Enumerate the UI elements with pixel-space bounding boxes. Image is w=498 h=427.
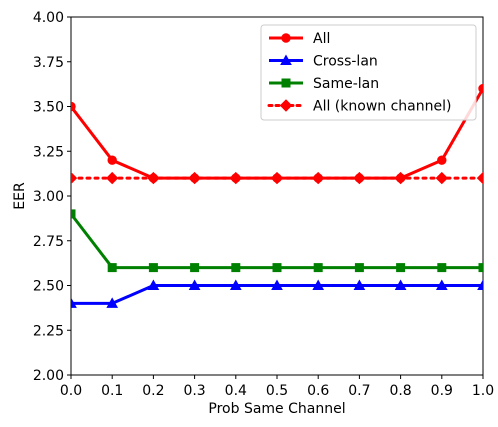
legend-box [260,24,477,121]
y-tick-label: 2.50 [33,279,64,295]
data-point [396,263,406,273]
data-point [188,279,201,290]
legend-item: All [269,31,330,47]
data-point [71,101,76,112]
y-tick-label: 2.00 [33,368,64,384]
data-point [71,297,77,308]
data-point [395,173,406,183]
data-point [313,263,323,273]
data-point [437,155,447,165]
y-tick-label: 2.25 [33,323,64,339]
series-all [71,83,483,183]
legend-marker [279,99,293,112]
data-point [147,279,160,290]
data-point [190,263,200,273]
legend-label: Cross-lan [313,54,378,70]
x-tick-label: 0.1 [101,383,123,399]
data-point [478,263,483,273]
legend-marker [280,54,292,65]
data-point [272,263,282,273]
data-point [313,173,323,183]
data-point [106,297,119,308]
y-axis: 2.00 2.25 2.50 2.75 3.00 3.25 3.50 3.75 4.00 [33,10,71,384]
y-tick-label: 4.00 [33,10,64,26]
data-point [435,171,449,185]
x-tick-label: 0.4 [225,383,247,399]
data-point [476,171,483,185]
data-point [271,279,283,290]
x-axis-label: Prob Same Channel [208,401,345,417]
data-point [231,173,241,183]
legend-item: Cross-lan [269,54,378,70]
series-same-lan [71,209,483,273]
y-tick-label: 3.25 [33,144,64,160]
x-tick-label: 0.9 [431,383,453,399]
legend-marker [281,33,291,43]
data-point [71,209,76,219]
legend-label: All [313,31,330,47]
x-axis: 0.0 0.1 0.2 0.3 0.4 0.5 0.6 0.7 0.8 0.9 1.0 [60,375,494,399]
series-line [71,212,483,270]
data-point [394,279,407,290]
legend-label: Same-lan [313,76,379,92]
data-point [354,263,364,273]
data-point [105,171,119,185]
x-tick-label: 0.3 [183,383,205,399]
data-point [107,263,117,273]
series-cross-lan [71,279,483,308]
y-axis-label: EER [12,182,28,210]
data-point [478,83,483,94]
data-point [477,279,483,290]
x-tick-label: 0.7 [348,383,370,399]
data-point [71,171,78,185]
data-point [107,155,117,165]
x-tick-label: 1.0 [472,383,494,399]
legend-item: Same-lan [269,76,379,92]
legend: All Cross-lan Same-lan All (known channel) [260,24,477,121]
y-tick-label: 3.50 [33,100,64,116]
x-tick-label: 0.5 [266,383,288,399]
x-tick-label: 0.0 [60,383,82,399]
data-point [229,279,242,290]
data-point [435,279,448,290]
data-point [437,263,447,273]
data-point [354,173,365,183]
x-tick-label: 0.8 [389,383,411,399]
data-point [312,279,325,290]
data-point [353,279,366,290]
plot-area [70,16,484,376]
legend-item: All (known channel) [267,99,451,115]
data-point [148,173,159,183]
data-point [231,263,241,273]
y-tick-label: 3.75 [33,55,64,71]
y-tick-label: 3.00 [33,189,64,205]
data-point [148,263,158,273]
x-tick-label: 0.6 [307,383,329,399]
y-tick-label: 2.75 [33,234,64,250]
x-tick-label: 0.2 [142,383,164,399]
data-point [189,173,200,183]
legend-marker [281,78,291,88]
data-point [272,173,282,183]
legend-label: All (known channel) [313,99,451,115]
